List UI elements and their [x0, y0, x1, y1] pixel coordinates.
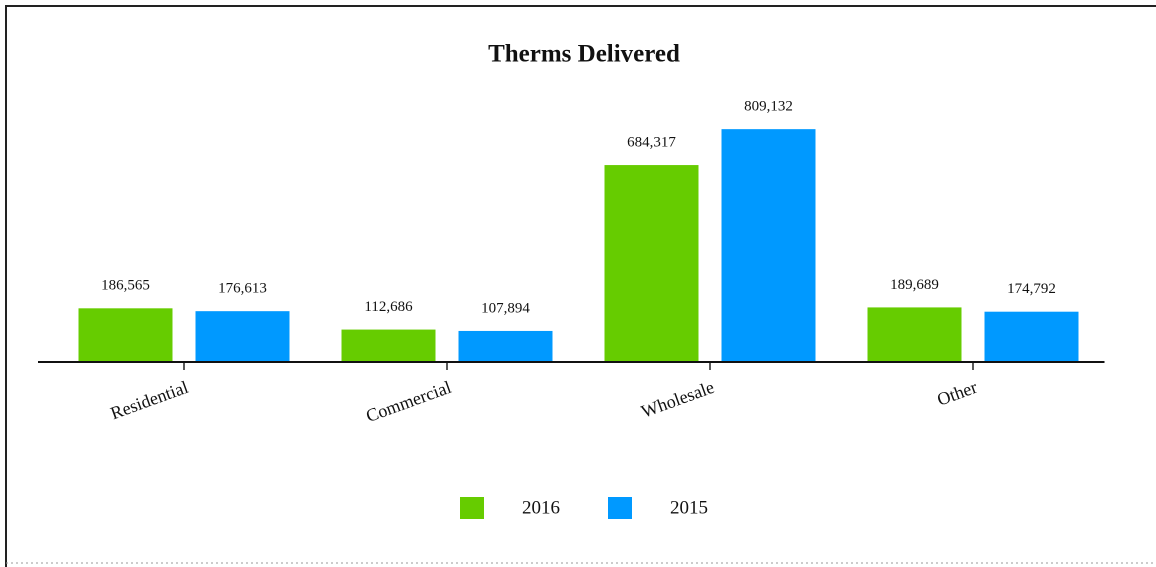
data-label: 176,613 — [218, 281, 267, 297]
data-label: 112,686 — [364, 299, 413, 315]
bar — [604, 165, 699, 362]
legend-label: 2015 — [670, 497, 708, 518]
data-label: 174,792 — [1007, 281, 1056, 297]
bar — [78, 308, 173, 362]
data-label: 186,565 — [101, 278, 150, 294]
bar — [341, 329, 436, 362]
legend-label: 2016 — [522, 497, 560, 518]
legend-swatch — [460, 497, 484, 519]
bar — [984, 311, 1079, 362]
legend-swatch — [608, 497, 632, 519]
data-label: 809,132 — [744, 99, 793, 115]
chart-title: Therms Delivered — [488, 41, 680, 68]
bar — [458, 330, 553, 362]
data-label: 107,894 — [481, 300, 530, 316]
frame — [5, 5, 1156, 567]
data-label: 684,317 — [627, 135, 676, 151]
bar — [721, 129, 816, 362]
bar — [867, 307, 962, 362]
bar — [195, 311, 290, 362]
data-label: 189,689 — [890, 277, 939, 293]
